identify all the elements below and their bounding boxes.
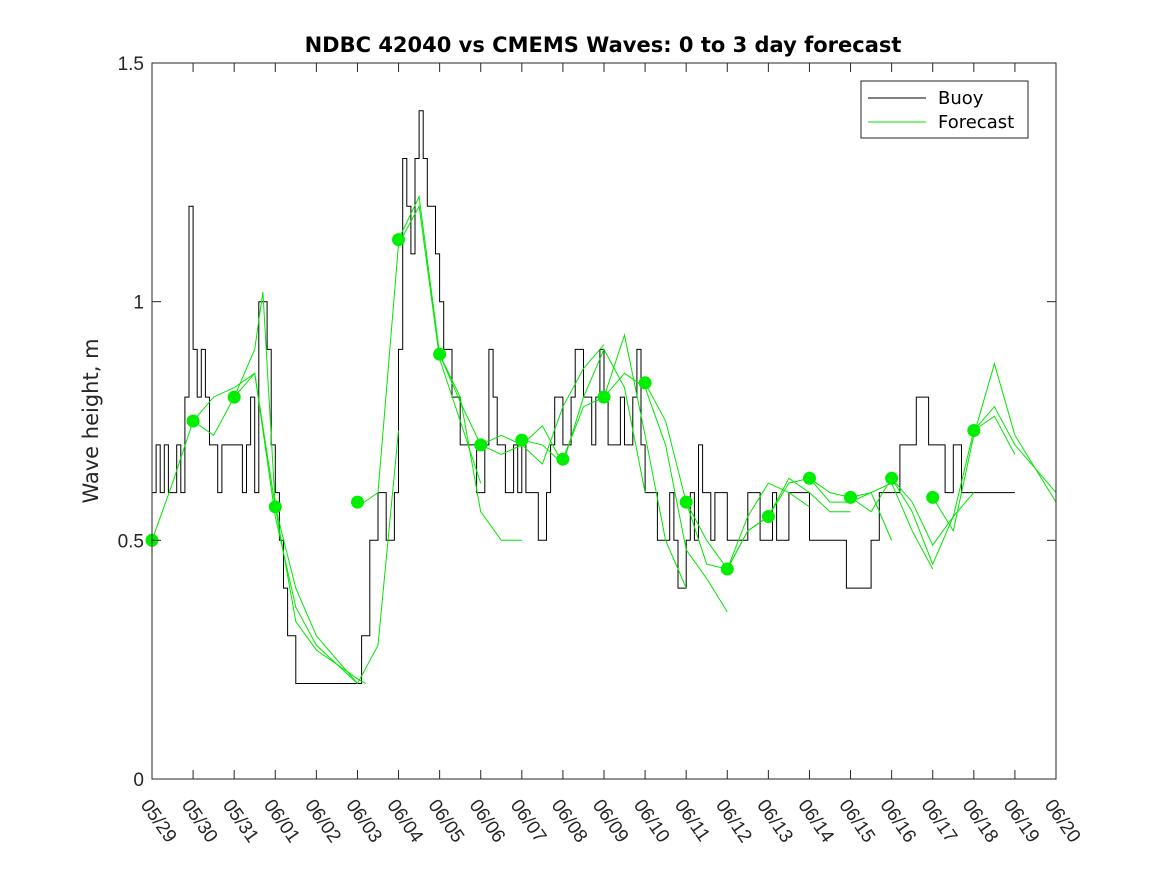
forecast-markers-layer [145,233,981,576]
forecast-start-marker [227,390,241,404]
forecast-series-line-5 [398,194,522,541]
forecast-start-marker [638,376,652,390]
y-tick-label: 0.5 [118,531,144,552]
forecast-series-line-6 [439,354,564,465]
forecast-start-marker [268,500,282,514]
forecast-series-line-19 [973,405,1057,503]
forecast-series-line-3 [274,430,399,685]
chart-title: NDBC 42040 vs CMEMS Waves: 0 to 3 day fo… [305,33,902,57]
forecast-start-marker [926,490,940,504]
forecast-series-line-17 [891,415,1016,547]
y-tick-label: 0 [133,770,144,791]
forecast-start-marker [515,433,529,447]
forecast-series-line-8 [521,348,646,493]
forecast-series-line-10 [603,372,728,613]
forecast-series-line-7 [480,344,605,465]
forecast-start-marker [186,414,200,428]
forecast-start-marker [392,233,405,247]
legend-box [860,80,1029,139]
forecast-start-marker [967,424,981,437]
forecast-series-line-2 [233,372,358,684]
forecast-series-line-15 [809,477,934,570]
forecast-start-marker [474,438,488,452]
forecast-start-marker [351,495,364,509]
y-tick-label: 1.5 [118,54,144,75]
forecast-start-marker [803,471,816,485]
plot-area: 05/2905/3005/3106/0106/0206/0306/0406/05… [118,54,1085,847]
legend-forecast-label: Forecast [938,112,1014,133]
axes-background [152,63,1056,779]
forecast-start-marker [597,390,611,404]
legend: Buoy Forecast [860,80,1029,139]
forecast-start-marker [433,347,447,361]
forecast-start-marker [885,471,899,485]
forecast-series-line-4 [357,204,482,508]
forecast-start-marker [679,495,693,509]
forecast-start-marker [556,452,570,466]
forecast-series-line-9 [562,333,687,589]
forecast-start-marker [844,490,857,504]
legend-buoy-label: Buoy [938,88,984,109]
forecast-series-line-13 [726,477,851,570]
forecast-start-marker [761,510,775,523]
y-axis-label: Wave height, m [79,338,103,503]
forecast-series-line-12 [685,482,810,571]
forecast-start-marker [720,562,734,576]
y-tick-label: 1 [133,293,144,314]
